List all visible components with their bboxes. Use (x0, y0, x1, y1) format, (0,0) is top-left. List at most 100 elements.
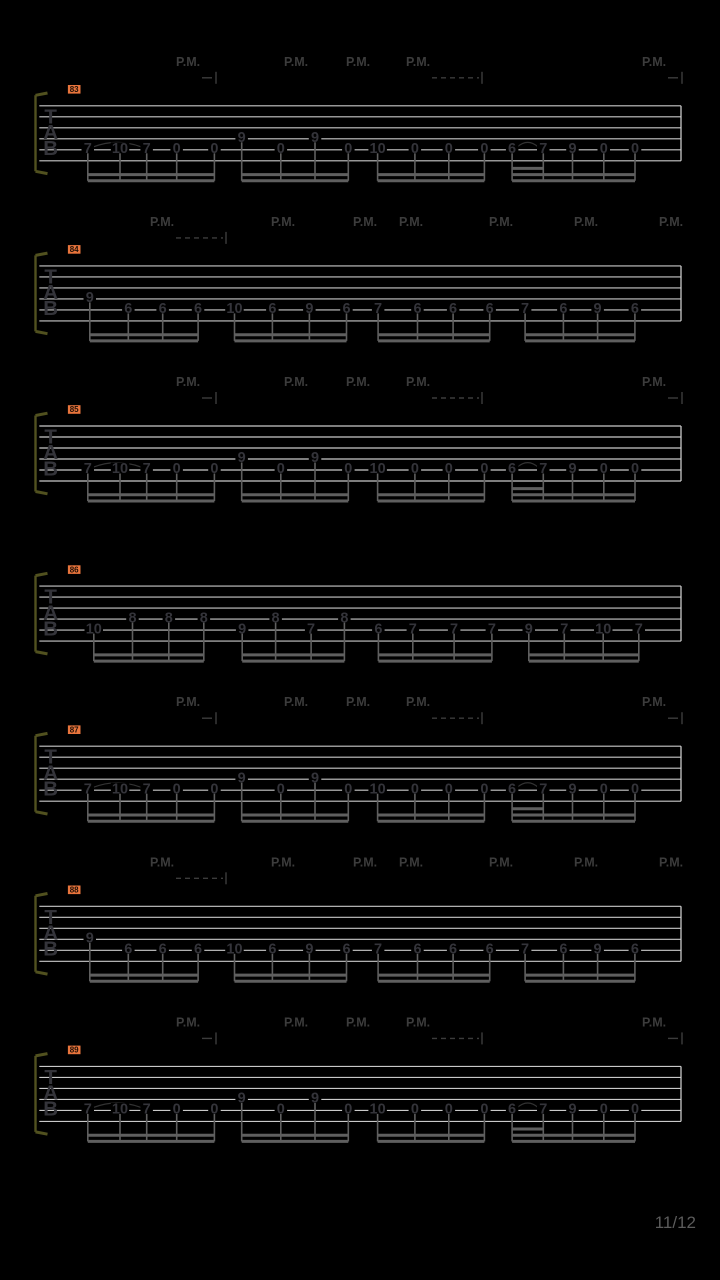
svg-text:10: 10 (370, 141, 386, 157)
svg-text:P.M.: P.M. (642, 695, 666, 709)
svg-text:0: 0 (631, 141, 639, 157)
svg-text:0: 0 (631, 781, 639, 797)
svg-text:P.M.: P.M. (406, 1015, 430, 1029)
svg-text:P.M.: P.M. (271, 215, 295, 229)
svg-text:0: 0 (631, 1102, 639, 1118)
svg-text:6: 6 (631, 301, 639, 317)
svg-text:B: B (43, 617, 58, 640)
svg-text:10: 10 (86, 621, 102, 637)
svg-text:B: B (43, 137, 58, 160)
svg-text:P.M.: P.M. (353, 855, 377, 869)
svg-text:6: 6 (486, 301, 494, 317)
svg-text:7: 7 (143, 461, 151, 477)
svg-text:P.M.: P.M. (489, 215, 513, 229)
svg-text:P.M.: P.M. (150, 855, 174, 869)
svg-text:6: 6 (268, 301, 276, 317)
svg-text:9: 9 (238, 130, 246, 146)
svg-text:6: 6 (159, 942, 167, 958)
svg-text:P.M.: P.M. (642, 55, 666, 69)
svg-text:9: 9 (311, 130, 319, 146)
svg-text:0: 0 (173, 141, 181, 157)
svg-text:6: 6 (374, 621, 382, 637)
svg-text:89: 89 (70, 1046, 79, 1055)
svg-text:P.M.: P.M. (284, 55, 308, 69)
svg-text:6: 6 (413, 301, 421, 317)
svg-text:10: 10 (112, 781, 128, 797)
svg-text:P.M.: P.M. (406, 695, 430, 709)
svg-text:P.M.: P.M. (642, 375, 666, 389)
svg-text:10: 10 (112, 141, 128, 157)
svg-text:9: 9 (311, 1091, 319, 1107)
svg-text:87: 87 (70, 725, 79, 734)
svg-text:6: 6 (449, 942, 457, 958)
svg-text:7: 7 (539, 461, 547, 477)
svg-text:7: 7 (84, 141, 92, 157)
svg-text:7: 7 (560, 621, 568, 637)
svg-text:P.M.: P.M. (284, 1015, 308, 1029)
svg-text:0: 0 (600, 141, 608, 157)
svg-text:8: 8 (272, 610, 280, 626)
svg-text:7: 7 (521, 942, 529, 958)
svg-text:B: B (43, 938, 58, 961)
svg-text:9: 9 (305, 942, 313, 958)
svg-text:9: 9 (311, 770, 319, 786)
svg-text:83: 83 (70, 85, 79, 94)
svg-text:P.M.: P.M. (399, 215, 423, 229)
svg-text:7: 7 (143, 1102, 151, 1118)
svg-text:7: 7 (84, 781, 92, 797)
svg-text:6: 6 (194, 301, 202, 317)
svg-text:7: 7 (521, 301, 529, 317)
svg-text:0: 0 (277, 461, 285, 477)
svg-text:9: 9 (238, 450, 246, 466)
svg-text:0: 0 (344, 461, 352, 477)
svg-text:0: 0 (445, 781, 453, 797)
svg-text:P.M.: P.M. (346, 55, 370, 69)
svg-text:P.M.: P.M. (284, 695, 308, 709)
svg-text:7: 7 (143, 141, 151, 157)
svg-text:6: 6 (342, 942, 350, 958)
svg-text:6: 6 (559, 301, 567, 317)
svg-text:6: 6 (413, 942, 421, 958)
svg-text:10: 10 (370, 461, 386, 477)
svg-text:0: 0 (173, 461, 181, 477)
svg-text:0: 0 (344, 1102, 352, 1118)
svg-text:0: 0 (411, 461, 419, 477)
svg-text:10: 10 (370, 1102, 386, 1118)
svg-text:P.M.: P.M. (284, 375, 308, 389)
svg-text:9: 9 (594, 301, 602, 317)
svg-text:10: 10 (595, 621, 611, 637)
svg-text:11/12: 11/12 (655, 1213, 696, 1232)
svg-text:P.M.: P.M. (399, 855, 423, 869)
svg-text:0: 0 (210, 461, 218, 477)
svg-text:6: 6 (449, 301, 457, 317)
svg-text:0: 0 (210, 141, 218, 157)
svg-text:6: 6 (124, 301, 132, 317)
svg-text:0: 0 (277, 1102, 285, 1118)
svg-text:0: 0 (173, 1102, 181, 1118)
svg-text:7: 7 (374, 301, 382, 317)
svg-text:7: 7 (539, 1102, 547, 1118)
svg-text:6: 6 (508, 461, 516, 477)
svg-text:P.M.: P.M. (353, 215, 377, 229)
svg-text:6: 6 (268, 942, 276, 958)
svg-text:6: 6 (508, 141, 516, 157)
svg-text:P.M.: P.M. (176, 1015, 200, 1029)
svg-text:P.M.: P.M. (176, 695, 200, 709)
svg-text:86: 86 (70, 565, 79, 574)
svg-text:P.M.: P.M. (176, 375, 200, 389)
svg-text:P.M.: P.M. (659, 215, 683, 229)
svg-text:0: 0 (600, 461, 608, 477)
svg-text:7: 7 (450, 621, 458, 637)
svg-text:10: 10 (226, 301, 242, 317)
svg-text:6: 6 (559, 942, 567, 958)
svg-text:9: 9 (86, 931, 94, 947)
svg-text:9: 9 (311, 450, 319, 466)
svg-text:P.M.: P.M. (176, 55, 200, 69)
svg-text:6: 6 (508, 781, 516, 797)
svg-text:B: B (43, 297, 58, 320)
svg-text:0: 0 (344, 781, 352, 797)
svg-text:P.M.: P.M. (150, 215, 174, 229)
svg-text:9: 9 (238, 1091, 246, 1107)
svg-text:P.M.: P.M. (659, 855, 683, 869)
svg-text:P.M.: P.M. (642, 1015, 666, 1029)
